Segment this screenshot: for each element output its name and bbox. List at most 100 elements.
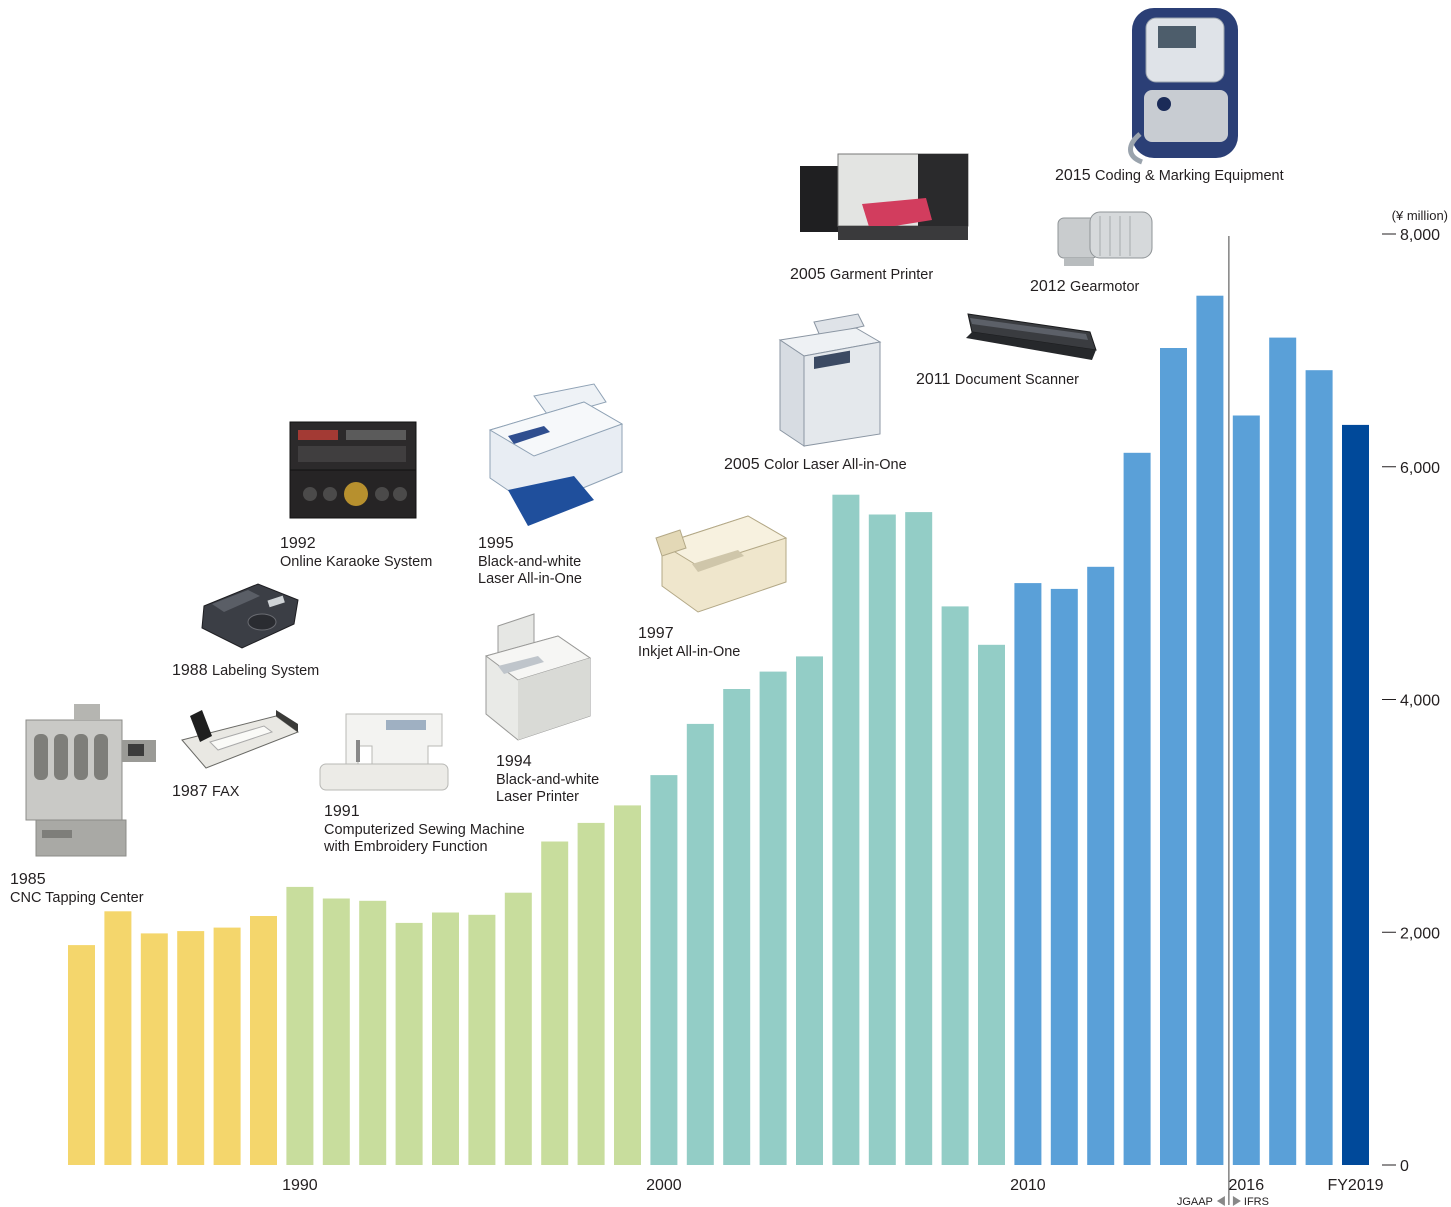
- bar-2000: [650, 775, 678, 1165]
- milestone-year: 2005: [790, 266, 826, 283]
- bar-1991: [322, 898, 350, 1165]
- left-arrow-icon: [1216, 1196, 1225, 1206]
- bar-1987: [177, 931, 205, 1165]
- milestone-1987: 1987 FAX: [172, 782, 239, 802]
- bar-2003: [759, 671, 787, 1165]
- bar-2005: [832, 494, 860, 1165]
- y-tick-label: 8,000: [1400, 227, 1440, 244]
- bars: [68, 295, 1369, 1166]
- bar-2012: [1087, 566, 1115, 1165]
- milestone-year: 1988: [172, 662, 208, 679]
- laser-all-in-one-icon: [488, 383, 624, 526]
- milestone-year: 1992: [280, 535, 316, 552]
- milestone-name: Coding & Marking Equipment: [1095, 168, 1284, 184]
- milestone-year: 1991: [324, 803, 360, 820]
- laser-printer-icon: [484, 613, 592, 741]
- milestone-name: Gearmotor: [1070, 279, 1140, 295]
- bar-1986: [140, 933, 168, 1165]
- milestone-name: Black-and-white Laser All-in-One: [478, 553, 582, 588]
- milestone-2012: 2012 Gearmotor: [1030, 277, 1139, 297]
- fax-machine-icon: [181, 710, 300, 769]
- x-tick-label: 2010: [1010, 1177, 1046, 1194]
- milestone-name: Black-and-white Laser Printer: [496, 771, 600, 806]
- bar-1996: [504, 892, 532, 1165]
- milestone-name: Computerized Sewing Machine with Embroid…: [324, 821, 525, 856]
- milestone-year: 2011: [916, 371, 951, 388]
- bar-1989: [250, 916, 277, 1165]
- bar-2010: [1014, 583, 1042, 1165]
- milestone-year: 2015: [1055, 167, 1091, 184]
- right-arrow-icon: [1232, 1196, 1241, 1206]
- milestone-name: Color Laser All-in-One: [764, 457, 907, 473]
- milestone-2005-color-laser: 2005 Color Laser All-in-One: [724, 455, 907, 475]
- bar-2007: [905, 512, 933, 1165]
- y-tick-label: 4,000: [1400, 693, 1440, 710]
- karaoke-system-icon: [289, 421, 417, 519]
- bar-1998: [577, 822, 605, 1165]
- milestone-2011: 2011 Document Scanner: [916, 370, 1079, 390]
- milestone-name: FAX: [212, 784, 240, 800]
- bar-2002: [723, 689, 751, 1165]
- bar-1993: [395, 922, 423, 1165]
- bar-1995: [468, 914, 496, 1165]
- x-tick-label: 1990: [282, 1177, 318, 1194]
- y-tick-label: 6,000: [1400, 460, 1440, 477]
- bar-2015: [1196, 295, 1224, 1165]
- milestone-1988: 1988 Labeling System: [172, 661, 319, 681]
- milestone-1985: 1985 CNC Tapping Center: [10, 870, 144, 907]
- bar-1985: [104, 911, 132, 1165]
- milestone-year: 2012: [1030, 278, 1066, 295]
- ifrs-label: IFRS: [1244, 1196, 1269, 1207]
- color-laser-all-in-one-icon: [778, 313, 882, 447]
- accounting-standard-labels: JGAAP IFRS: [1177, 1196, 1269, 1207]
- x-tick-label: 2000: [646, 1177, 682, 1194]
- milestone-year: 2005: [724, 456, 760, 473]
- milestone-name: CNC Tapping Center: [10, 889, 144, 906]
- bar-1984: [68, 945, 95, 1165]
- milestone-1991: 1991 Computerized Sewing Machine with Em…: [324, 802, 525, 857]
- bar-2014: [1160, 348, 1187, 1165]
- document-scanner-icon: [966, 313, 1097, 360]
- x-tick-label: FY2019: [1327, 1177, 1383, 1194]
- bar-2019: [1342, 424, 1369, 1165]
- bar-1988: [213, 927, 241, 1165]
- milestone-year: 1987: [172, 783, 208, 800]
- bar-2004: [796, 656, 823, 1165]
- cnc-tapping-center-icon: [25, 704, 156, 857]
- bar-2013: [1123, 452, 1151, 1165]
- bar-2017: [1269, 337, 1297, 1166]
- milestone-year: 1994: [496, 753, 532, 770]
- bar-2001: [686, 723, 714, 1165]
- gearmotor-icon: [1057, 211, 1153, 266]
- milestone-name: Online Karaoke System: [280, 553, 433, 570]
- milestone-1997: 1997 Inkjet All-in-One: [638, 624, 740, 661]
- bar-1994: [432, 912, 459, 1165]
- milestone-1992: 1992 Online Karaoke System: [280, 534, 432, 571]
- bar-2009: [978, 644, 1005, 1165]
- milestone-year: 1995: [478, 535, 514, 552]
- bar-1997: [541, 841, 569, 1165]
- y-unit-label: (¥ million): [1392, 208, 1448, 223]
- milestone-name: Document Scanner: [954, 372, 1079, 388]
- milestone-name: Inkjet All-in-One: [638, 643, 741, 660]
- bar-1999: [614, 805, 641, 1165]
- sewing-machine-icon: [319, 713, 449, 791]
- bar-1990: [286, 886, 314, 1165]
- y-tick-label: 0: [1400, 1158, 1409, 1175]
- jgaap-label: JGAAP: [1177, 1196, 1213, 1207]
- milestone-year: 1997: [638, 625, 674, 642]
- milestone-1995: 1995 Black-and-white Laser All-in-One: [478, 534, 582, 589]
- milestone-2015: 2015 Coding & Marking Equipment: [1055, 166, 1284, 186]
- bar-2006: [868, 514, 896, 1165]
- milestone-name: Labeling System: [212, 663, 320, 679]
- bar-2016: [1232, 415, 1260, 1165]
- inkjet-all-in-one-icon: [655, 515, 788, 613]
- garment-printer-icon: [800, 153, 969, 240]
- coding-marking-equipment-icon: [1128, 8, 1238, 165]
- bar-2011: [1050, 588, 1078, 1165]
- milestone-year: 1985: [10, 871, 46, 888]
- x-tick-label: 2016: [1229, 1177, 1265, 1194]
- bar-2018: [1305, 370, 1333, 1165]
- y-axis: 0 2,000 4,000 6,000 8,000 (¥ million): [1382, 208, 1448, 1175]
